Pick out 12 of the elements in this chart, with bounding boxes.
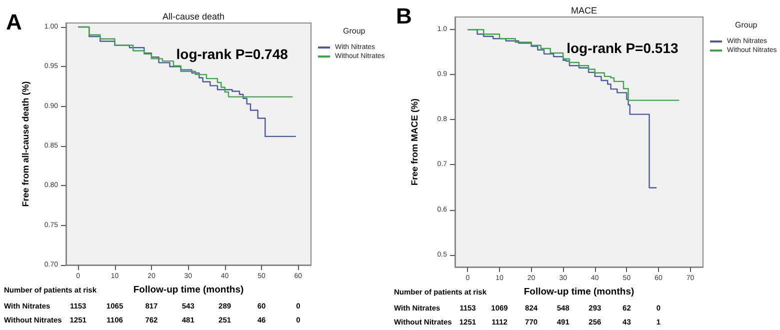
x-axis-title: Follow-up time (months)	[133, 284, 244, 296]
chart-title: MACE	[570, 6, 598, 16]
annotation: log-rank P=0.513	[566, 40, 678, 56]
x-axis-title: Follow-up time (months)	[524, 286, 634, 298]
legend-title: Group	[735, 20, 758, 30]
y-axis-title: Free from all-cause death (%)	[20, 81, 30, 207]
chart-title: All-cause death	[162, 12, 225, 22]
legend-title: Group	[343, 26, 366, 36]
text: B	[396, 4, 412, 28]
text: A	[6, 10, 22, 34]
annotation: log-rank P=0.748	[176, 46, 288, 62]
y-axis-title: Free from MACE (%)	[410, 98, 420, 186]
